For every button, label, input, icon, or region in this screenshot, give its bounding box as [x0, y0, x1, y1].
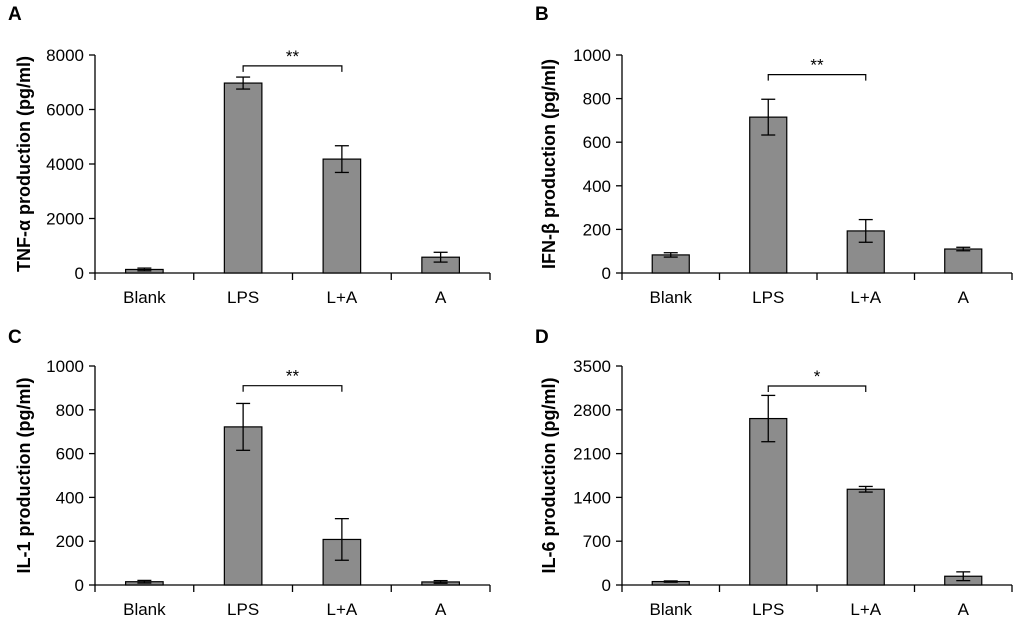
- x-category-label: LPS: [752, 288, 784, 307]
- y-axis-label: IL-1 production (pg/ml): [14, 378, 34, 574]
- y-tick-label: 3500: [573, 357, 611, 376]
- y-tick-label: 0: [602, 264, 611, 283]
- panel-A: A TNF-α production (pg/ml) 0 2000 4000 6000 80…: [8, 4, 491, 307]
- x-category-label: L+A: [850, 600, 881, 619]
- y-tick-label: 0: [75, 576, 84, 595]
- significance-label: **: [810, 56, 824, 75]
- panel-letter: B: [535, 4, 549, 25]
- significance-label: **: [286, 47, 300, 66]
- panel-D: D IL-6 production (pg/ml) 0 700 1400 2100 2800…: [535, 327, 1013, 619]
- x-category-label: A: [958, 288, 970, 307]
- significance-bracket: [767, 385, 867, 393]
- significance-bracket: [242, 385, 343, 392]
- x-category-label: Blank: [123, 288, 166, 307]
- y-tick-label: 400: [56, 488, 84, 507]
- bar-lps: [749, 116, 788, 274]
- x-category-label: Blank: [649, 600, 692, 619]
- y-tick-label: 6000: [46, 101, 84, 120]
- y-tick-label: 1000: [46, 357, 84, 376]
- x-category-label: LPS: [227, 288, 259, 307]
- y-tick-label: 0: [602, 576, 611, 595]
- x-category-label: L+A: [327, 288, 358, 307]
- x-category-label: Blank: [123, 600, 166, 619]
- x-category-label: A: [435, 288, 447, 307]
- y-tick-label: 200: [56, 532, 84, 551]
- significance-label: **: [286, 367, 300, 386]
- x-category-label: L+A: [850, 288, 881, 307]
- x-category-label: A: [435, 600, 447, 619]
- bar-lps: [749, 417, 788, 586]
- panel-letter: C: [8, 327, 22, 348]
- significance-bracket: [767, 74, 867, 81]
- significance-bracket: [242, 65, 343, 72]
- y-tick-label: 1000: [573, 46, 611, 65]
- y-tick-label: 600: [583, 133, 611, 152]
- y-tick-label: 2000: [46, 210, 84, 229]
- bar-lps: [223, 426, 263, 586]
- y-tick-label: 8000: [46, 46, 84, 65]
- bar-lps: [223, 82, 263, 274]
- x-category-label: LPS: [752, 600, 784, 619]
- x-category-label: Blank: [649, 288, 692, 307]
- y-tick-label: 2100: [573, 445, 611, 464]
- significance-label: *: [814, 367, 821, 386]
- y-tick-label: 600: [56, 445, 84, 464]
- y-tick-label: 2800: [573, 401, 611, 420]
- bar-a: [944, 248, 983, 274]
- y-tick-label: 800: [56, 401, 84, 420]
- y-axis-label: IFN-β production (pg/ml): [539, 59, 559, 269]
- y-tick-label: 800: [583, 90, 611, 109]
- x-category-label: LPS: [227, 600, 259, 619]
- y-tick-label: 200: [583, 220, 611, 239]
- panel-letter: A: [8, 4, 22, 25]
- bar-l-a: [846, 488, 885, 586]
- y-tick-label: 1400: [573, 488, 611, 507]
- y-tick-label: 400: [583, 177, 611, 196]
- y-tick-label: 700: [583, 532, 611, 551]
- y-tick-label: 0: [75, 264, 84, 283]
- panel-B: B IFN-β production (pg/ml) 0 200 400 600 800 10…: [535, 4, 1013, 307]
- y-tick-label: 4000: [46, 155, 84, 174]
- x-category-label: A: [958, 600, 970, 619]
- panel-letter: D: [535, 327, 549, 348]
- y-axis-label: IL-6 production (pg/ml): [539, 378, 559, 574]
- y-axis-label: TNF-α production (pg/ml): [14, 56, 34, 272]
- panel-C: C IL-1 production (pg/ml) 0 200 400 600 800 100…: [8, 327, 491, 619]
- bar-l-a: [322, 158, 362, 274]
- x-category-label: L+A: [327, 600, 358, 619]
